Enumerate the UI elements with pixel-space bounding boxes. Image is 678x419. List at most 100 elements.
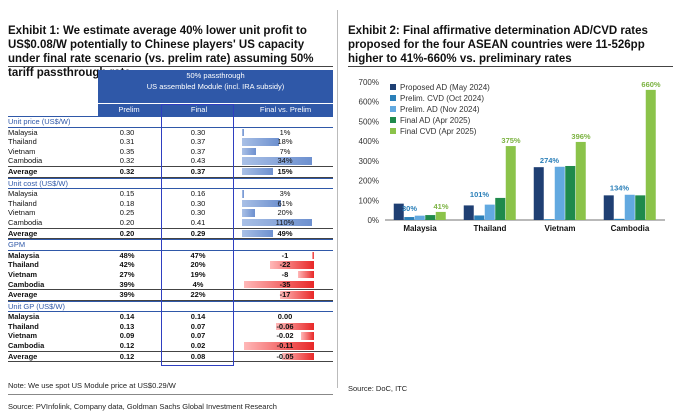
final-value: 47%: [190, 250, 206, 260]
diff-value: 34%: [277, 156, 293, 166]
prelim-value: 0.30: [119, 127, 135, 137]
prelim-value: 0.32: [119, 166, 135, 176]
bar-proposed-ad-may-2024-: [463, 205, 474, 220]
exhibit1-bottom-rule: [8, 394, 333, 395]
bar-prelim-ad-nov-2024-: [484, 204, 495, 220]
final-value: 0.07: [190, 321, 206, 331]
legend-label: Prelim. CVD (Oct 2024): [400, 94, 484, 103]
x-tick-label: Vietnam: [545, 224, 576, 233]
diff-cell: 3%: [240, 189, 330, 199]
data-label: 101%: [470, 190, 490, 199]
table-row: Malaysia 0.30 0.30 1%: [8, 128, 333, 138]
exhibit2-divider: [348, 66, 673, 67]
bar-proposed-ad-may-2024-: [533, 167, 544, 220]
diff-cell: -17: [240, 290, 330, 300]
prelim-value: 27%: [119, 269, 135, 279]
prelim-value: 0.18: [119, 198, 135, 208]
final-value: 0.07: [190, 331, 206, 341]
diff-cell: 7%: [240, 147, 330, 157]
bar-final-cvd-apr-2025-: [645, 89, 656, 220]
y-tick-label: 600%: [359, 98, 379, 107]
row-label: Cambodia: [8, 341, 45, 351]
data-label: 41%: [433, 202, 448, 211]
diff-bar: [242, 167, 273, 176]
diff-bar: [282, 352, 314, 361]
bar-prelim-ad-nov-2024-: [414, 215, 425, 220]
row-label: Malaysia: [8, 312, 40, 322]
diff-value: -0.05: [276, 351, 294, 361]
y-tick-label: 300%: [359, 157, 379, 166]
row-label: Vietnam: [8, 331, 38, 341]
diff-cell: 49%: [240, 229, 330, 239]
adcvd-chart: 0% 100% 200% 300% 400% 500% 600% 700% Malaysia Th…: [359, 78, 665, 233]
bar-final-cvd-apr-2025-: [575, 141, 586, 220]
section-label: Unit GP (US$/W): [8, 301, 65, 311]
y-tick-label: 0%: [367, 216, 379, 225]
diff-value: 18%: [277, 137, 293, 147]
y-tick-label: 400%: [359, 137, 379, 146]
data-label: 134%: [610, 184, 630, 193]
row-label: Malaysia: [8, 127, 38, 137]
final-value: 0.37: [190, 166, 206, 176]
final-value: 0.41: [190, 217, 206, 227]
diff-cell: 20%: [240, 208, 330, 218]
table-row: Cambodia 39% 4% -35: [8, 280, 333, 290]
diff-value: -0.11: [276, 341, 294, 351]
y-tick-label: 200%: [359, 177, 379, 186]
table-row: Vietnam 0.35 0.37 7%: [8, 147, 333, 157]
legend-swatch: [390, 117, 396, 123]
final-value: 0.29: [190, 228, 206, 238]
legend-swatch: [390, 95, 396, 101]
bar-prelim-cvd-oct-2024-: [474, 215, 485, 220]
section-label: Unit price (US$/W): [8, 117, 71, 126]
diff-bar: [244, 342, 314, 350]
prelim-value: 0.20: [119, 228, 135, 238]
row-label: Vietnam: [8, 146, 36, 156]
diff-value: 15%: [277, 166, 293, 176]
table-row: Malaysia 0.14 0.14 0.00: [8, 312, 333, 322]
data-label: 660%: [641, 80, 661, 89]
diff-cell: 15%: [240, 167, 330, 177]
diff-bar: [242, 138, 280, 146]
diff-value: 20%: [277, 208, 293, 218]
table-row: Average 0.12 0.08 -0.05: [8, 350, 333, 363]
section-header: Unit GP (US$/W): [8, 300, 333, 313]
bar-prelim-ad-nov-2024-: [624, 194, 635, 220]
prelim-value: 0.25: [119, 208, 135, 218]
profit-table: 50% passthrough US assembled Module (inc…: [8, 70, 333, 363]
diff-bar: [298, 270, 314, 279]
row-label: Malaysia: [8, 189, 38, 199]
diff-value: 1%: [279, 127, 291, 137]
data-label: 375%: [501, 136, 521, 145]
prelim-value: 0.35: [119, 146, 135, 156]
legend-swatch: [390, 84, 396, 90]
row-label: Average: [8, 351, 38, 361]
row-label: Thailand: [8, 137, 37, 147]
table-row: Thailand 0.13 0.07 -0.06: [8, 322, 333, 332]
exhibit1-note: Note: We use spot US Module price at US$…: [8, 381, 176, 390]
section-label: Unit cost (US$/W): [8, 178, 69, 188]
row-label: Thailand: [8, 260, 39, 270]
table-header: US assembled Module (incl. IRA subsidy): [98, 81, 333, 103]
prelim-value: 48%: [119, 250, 135, 260]
diff-cell: -22: [240, 260, 330, 270]
final-value: 19%: [190, 269, 206, 279]
diff-value: 7%: [279, 146, 291, 156]
table-row: Cambodia 0.12 0.02 -0.11: [8, 341, 333, 351]
prelim-value: 0.12: [119, 341, 135, 351]
bar-prelim-ad-nov-2024-: [554, 166, 565, 220]
column-headers: Prelim Final Final vs. Prelim: [98, 103, 333, 116]
section-label: GPM: [8, 240, 26, 250]
diff-cell: 1%: [240, 128, 330, 138]
diff-cell: -0.06: [240, 322, 330, 332]
diff-cell: 110%: [240, 218, 330, 228]
bar-final-ad-apr-2025-: [425, 215, 436, 220]
diff-bar: [244, 280, 314, 288]
diff-value: -0.02: [276, 331, 294, 341]
y-tick-label: 700%: [359, 78, 379, 87]
table-row: Cambodia 0.20 0.41 110%: [8, 218, 333, 228]
row-label: Cambodia: [8, 279, 45, 289]
diff-cell: -0.05: [240, 352, 330, 362]
row-label: Malaysia: [8, 250, 40, 260]
bar-prelim-cvd-oct-2024-: [404, 217, 415, 220]
